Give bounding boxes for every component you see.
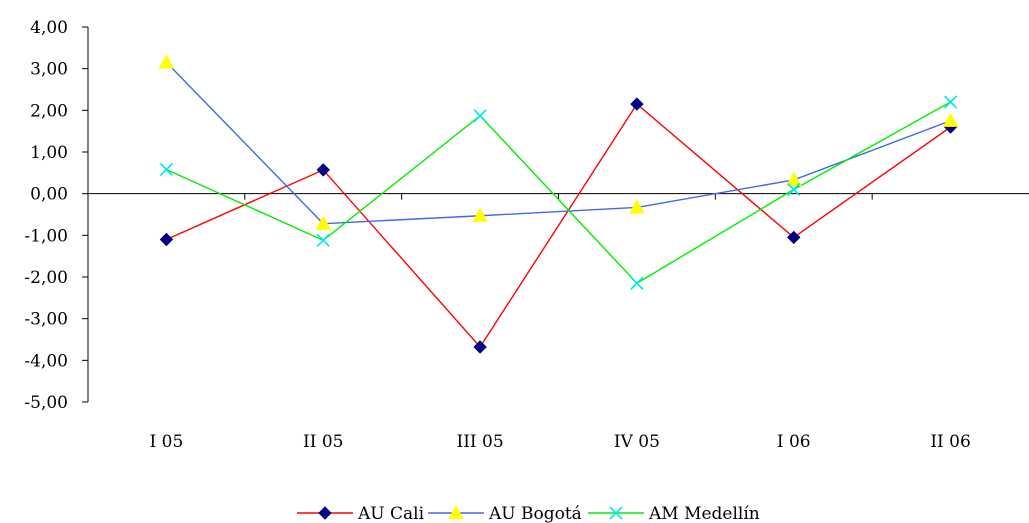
y-tick-label: -4,00 — [24, 351, 68, 371]
data-point-series-1 — [158, 54, 175, 69]
x-tick-label: III 05 — [456, 432, 503, 452]
data-point-series-1 — [315, 215, 332, 230]
legend-label: AU Cali — [357, 504, 425, 523]
data-point-series-0 — [787, 230, 801, 245]
y-tick-label: 1,00 — [30, 143, 68, 163]
y-tick-label: 0,00 — [30, 185, 68, 205]
data-point-series-0 — [159, 232, 174, 247]
axes — [82, 26, 1029, 403]
legend-marker — [609, 506, 623, 520]
data-point-series-0 — [473, 340, 487, 354]
legend-label: AM Medellín — [648, 504, 760, 523]
y-tick-label: -5,00 — [24, 393, 68, 413]
y-tick-label: 4,00 — [30, 18, 68, 38]
series-line-1 — [165, 61, 951, 225]
x-tick-label: IV 05 — [614, 432, 660, 452]
series-line-0 — [166, 103, 951, 349]
y-tick-labels: 4,00 3,00 2,00 1,00 0,00 -1,00 -2,00 -3,00 -4,00… — [24, 18, 68, 413]
x-tick-label: I 05 — [150, 432, 184, 452]
data-point-series-2 — [944, 95, 958, 109]
data-point-series-2 — [159, 162, 173, 177]
y-tick-label: -2,00 — [24, 268, 68, 288]
data-point-series-2 — [787, 182, 801, 197]
series-line-2 — [166, 101, 951, 285]
data-point-series-2 — [473, 109, 487, 123]
data-point-series-2 — [630, 276, 644, 290]
x-tick-label: I 06 — [777, 432, 811, 452]
x-tick-label: II 05 — [303, 432, 343, 452]
legend-item: AU Bogotá — [428, 504, 582, 523]
data-point-series-1 — [942, 112, 959, 127]
series-lines — [165, 61, 951, 349]
y-tick-label: -1,00 — [24, 226, 68, 246]
legend-item: AM Medellín — [588, 504, 760, 523]
legend-item: AU Cali — [297, 504, 425, 523]
data-point-series-0 — [630, 97, 644, 111]
legend-label: AU Bogotá — [488, 504, 582, 523]
x-tick-label: II 06 — [930, 432, 970, 452]
data-point-series-0 — [316, 163, 330, 177]
data-point-series-2 — [316, 233, 330, 247]
legend-marker — [318, 506, 332, 520]
legend: AU Cali AU Bogotá AM Medellín — [297, 504, 760, 523]
data-point-series-1 — [785, 171, 802, 187]
x-tick-labels: I 05 II 05 III 05 IV 05 I 06 II 06 — [150, 432, 971, 452]
y-tick-label: 3,00 — [30, 60, 68, 80]
series-markers — [158, 54, 959, 354]
data-point-series-1 — [629, 199, 645, 214]
legend-marker — [448, 504, 464, 520]
y-tick-label: 2,00 — [30, 101, 68, 121]
y-tick-label: -3,00 — [24, 310, 68, 330]
data-point-series-1 — [472, 207, 488, 222]
